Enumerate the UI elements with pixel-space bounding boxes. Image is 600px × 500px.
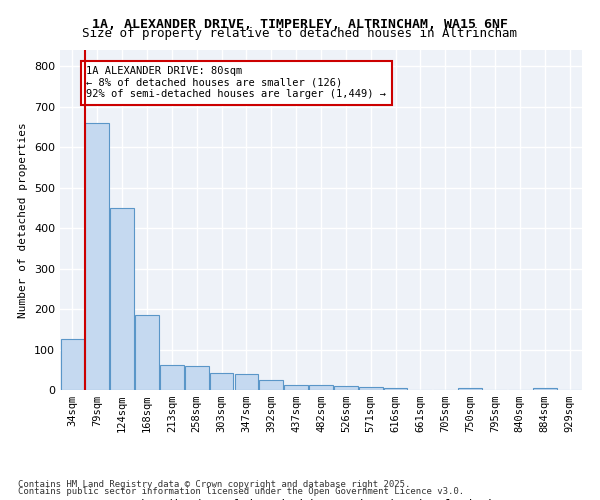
Bar [309,384,333,390]
Bar [458,388,482,390]
Text: Contains public sector information licensed under the Open Government Licence v3: Contains public sector information licen… [18,488,464,496]
Bar [135,315,159,390]
Bar [235,374,258,390]
Bar [210,372,233,390]
Bar [359,387,383,390]
Bar [61,339,84,390]
Bar [185,366,209,390]
Bar [334,386,358,390]
X-axis label: Distribution of detached houses by size in Altrincham: Distribution of detached houses by size … [132,499,510,500]
Bar [384,388,407,390]
Bar [160,364,184,390]
Text: Size of property relative to detached houses in Altrincham: Size of property relative to detached ho… [83,28,517,40]
Bar [259,380,283,390]
Bar [533,388,557,390]
Bar [110,208,134,390]
Text: 1A ALEXANDER DRIVE: 80sqm
← 8% of detached houses are smaller (126)
92% of semi-: 1A ALEXANDER DRIVE: 80sqm ← 8% of detach… [86,66,386,100]
Bar [85,123,109,390]
Text: 1A, ALEXANDER DRIVE, TIMPERLEY, ALTRINCHAM, WA15 6NF: 1A, ALEXANDER DRIVE, TIMPERLEY, ALTRINCH… [92,18,508,30]
Y-axis label: Number of detached properties: Number of detached properties [19,122,28,318]
Bar [284,384,308,390]
Text: Contains HM Land Registry data © Crown copyright and database right 2025.: Contains HM Land Registry data © Crown c… [18,480,410,489]
